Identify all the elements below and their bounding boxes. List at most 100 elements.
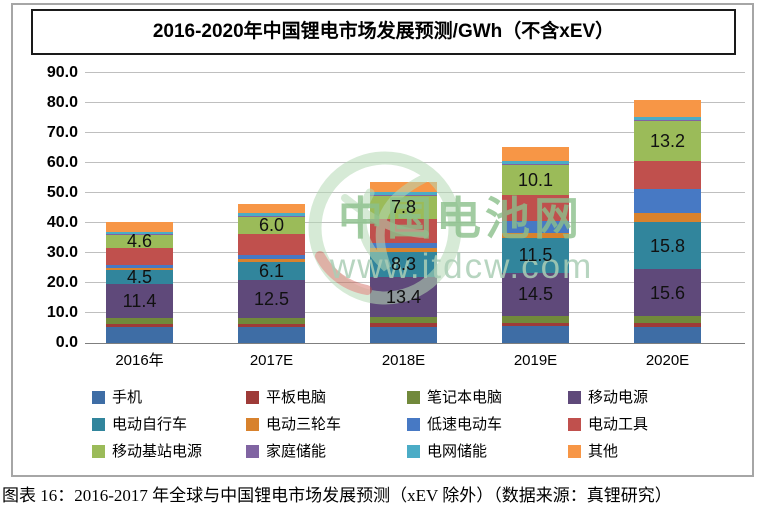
legend-item: 电网储能	[407, 444, 487, 459]
legend-swatch	[407, 445, 420, 458]
bar-segment	[370, 247, 437, 252]
bar-segment	[634, 269, 701, 316]
bar-segment	[106, 265, 173, 268]
bar-segment	[238, 258, 305, 262]
bar-segment	[634, 119, 701, 121]
bar-segment	[370, 181, 437, 193]
legend-label: 平板电脑	[266, 389, 327, 406]
legend-swatch	[246, 445, 259, 458]
legend-item: 家庭储能	[246, 444, 326, 459]
figure-caption-text: 图表 16：2016-2017 年全球与中国锂电市场发展预测（xEV 除外）（数…	[2, 486, 672, 505]
y-axis-tick-label: 30.0	[46, 244, 78, 261]
legend-swatch	[92, 418, 105, 431]
bar-segment	[634, 100, 701, 117]
bar-segment	[634, 213, 701, 222]
bar-segment	[502, 220, 569, 233]
y-axis-tick-label: 40.0	[46, 214, 78, 231]
y-axis-tick-label: 0.0	[55, 334, 78, 351]
legend-label: 手机	[112, 389, 143, 406]
y-axis-tick-label: 10.0	[46, 304, 78, 321]
legend-label: 电动自行车	[112, 416, 188, 433]
x-axis-category-label: 2017E	[249, 352, 294, 369]
bar-segment	[634, 121, 701, 161]
legend-item: 手机	[92, 390, 142, 405]
bar-segment	[238, 234, 305, 256]
legend-label: 低速电动车	[427, 416, 503, 433]
legend-swatch	[407, 418, 420, 431]
bar-segment	[634, 316, 701, 323]
bar-segment	[370, 326, 437, 343]
bar-segment	[502, 164, 569, 196]
y-axis-tick-label: 50.0	[46, 184, 78, 201]
bar-segment	[502, 272, 569, 316]
bar-segment	[238, 261, 305, 280]
legend-label: 电动三轮车	[266, 416, 342, 433]
bar-value-label: 15.8	[649, 235, 686, 256]
legend-label: 移动基站电源	[112, 443, 203, 460]
bar-value-label: 13.4	[385, 286, 422, 307]
legend-item: 电动三轮车	[246, 417, 341, 432]
bar-segment	[502, 161, 569, 164]
bar-segment	[106, 222, 173, 232]
x-axis-category-label: 2019E	[513, 352, 558, 369]
legend-swatch	[568, 391, 581, 404]
y-axis: 0.0 10.0 20.0 30.0 40.0 50.0 60.0 70.0 80.0 90.0	[26, 64, 78, 351]
chart-title: 2016-2020年中国锂电市场发展预测/GWh（不含xEV）	[152, 21, 615, 42]
bar-value-label: 11.5	[518, 245, 553, 266]
gridline	[85, 132, 745, 133]
bar-segment	[634, 189, 701, 214]
bar-value-label: 15.6	[649, 282, 686, 303]
bar-segment	[238, 216, 305, 235]
chart-title-box: 2016-2020年中国锂电市场发展预测/GWh（不含xEV）	[31, 9, 736, 55]
legend-swatch	[568, 445, 581, 458]
y-axis-tick-label: 80.0	[46, 94, 78, 111]
bar-segment	[370, 192, 437, 196]
legend-label: 移动电源	[588, 389, 649, 406]
y-axis-tick-label: 90.0	[46, 64, 78, 81]
bar-segment	[106, 327, 173, 343]
bar-segment	[238, 326, 305, 343]
bar-segment	[106, 234, 173, 248]
bar-value-label: 13.2	[649, 130, 686, 151]
bar-value-label: 4.5	[126, 267, 153, 288]
y-axis-tick-label: 70.0	[46, 124, 78, 141]
legend-item: 笔记本电脑	[407, 390, 502, 405]
bar-segment	[502, 195, 569, 221]
legend-label: 电动工具	[588, 416, 649, 433]
figure-caption: 图表 16：2016-2017 年全球与中国锂电市场发展预测（xEV 除外）（数…	[2, 484, 760, 508]
bar-segment	[106, 283, 173, 319]
bar-segment	[634, 326, 701, 343]
bar-value-label: 12.5	[253, 288, 290, 309]
bar-segment	[634, 221, 701, 270]
bar-segment	[634, 116, 701, 120]
bar-segment	[106, 231, 173, 234]
bar-segment	[502, 232, 569, 238]
bar-value-label: 6.1	[258, 260, 285, 281]
legend-label: 其他	[588, 443, 619, 460]
bar-segment	[238, 203, 305, 214]
bar-value-label: 11.4	[122, 291, 157, 311]
bar-segment	[502, 147, 569, 162]
bar-segment	[502, 238, 569, 273]
bar-segment	[106, 270, 173, 284]
bar-segment	[370, 219, 437, 243]
bar-segment	[370, 242, 437, 248]
legend-item: 移动基站电源	[92, 444, 202, 459]
bar-value-label: 7.8	[390, 197, 417, 218]
legend-item: 移动电源	[568, 390, 648, 405]
bar-segment	[238, 215, 305, 217]
gridline	[85, 72, 745, 73]
bar-value-label: 4.6	[126, 231, 153, 251]
bar-segment	[634, 160, 701, 190]
bar-segment	[106, 247, 173, 266]
legend-item: 平板电脑	[246, 390, 326, 405]
bar-segment	[634, 322, 701, 327]
legend-item: 电动自行车	[92, 417, 187, 432]
bar-segment	[106, 267, 173, 271]
legend-swatch	[246, 391, 259, 404]
bar-segment	[370, 316, 437, 324]
bar-value-label: 6.0	[258, 215, 285, 236]
bar-segment	[502, 316, 569, 323]
bar-segment	[238, 213, 305, 216]
